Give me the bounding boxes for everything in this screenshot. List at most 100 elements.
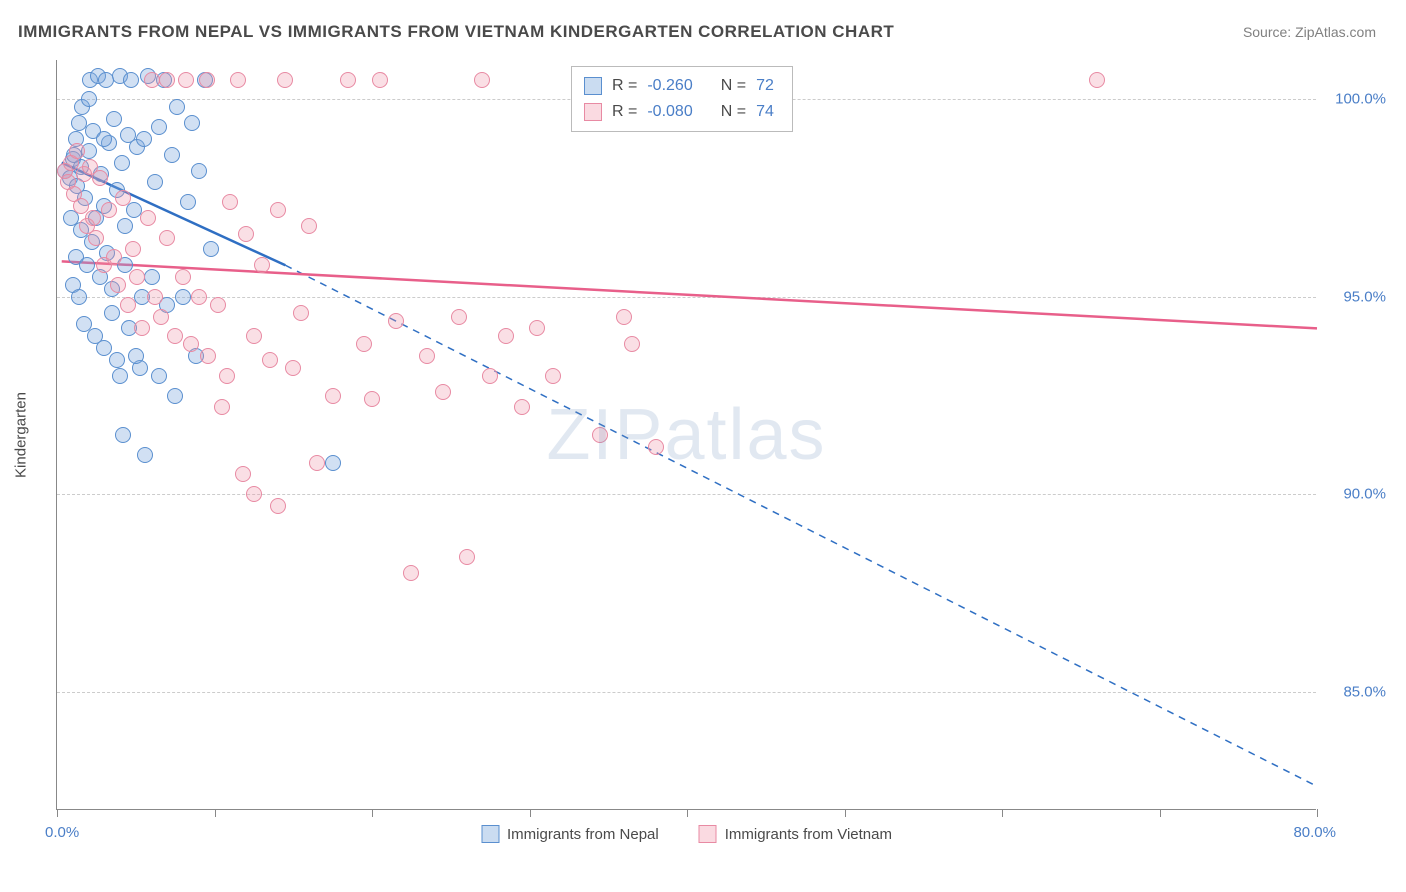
dot-vietnam	[120, 297, 136, 313]
dot-nepal	[114, 155, 130, 171]
dot-nepal	[180, 194, 196, 210]
dot-vietnam	[545, 368, 561, 384]
dot-nepal	[137, 447, 153, 463]
trend-line	[62, 261, 1317, 328]
dot-nepal	[164, 147, 180, 163]
dot-nepal	[71, 289, 87, 305]
dot-nepal	[104, 305, 120, 321]
dot-vietnam	[125, 241, 141, 257]
dot-nepal	[136, 131, 152, 147]
dot-vietnam	[129, 269, 145, 285]
swatch-nepal-icon	[584, 77, 602, 95]
dot-vietnam	[191, 289, 207, 305]
dot-vietnam	[498, 328, 514, 344]
swatch-vietnam-bottom-icon	[699, 825, 717, 843]
dot-vietnam	[238, 226, 254, 242]
r-label: R =	[612, 73, 637, 99]
dot-vietnam	[235, 466, 251, 482]
nepal-n-value: 72	[756, 73, 774, 99]
dot-nepal	[115, 427, 131, 443]
y-tick-label: 90.0%	[1343, 486, 1386, 503]
x-tick	[1317, 809, 1318, 817]
dot-vietnam	[183, 336, 199, 352]
dot-nepal	[123, 72, 139, 88]
dot-vietnam	[293, 305, 309, 321]
dot-vietnam	[115, 190, 131, 206]
vietnam-r-value: -0.080	[647, 99, 692, 125]
x-tick	[530, 809, 531, 817]
legend-row-vietnam: R = -0.080 N = 74	[584, 99, 774, 125]
dot-vietnam	[159, 72, 175, 88]
dot-vietnam	[210, 297, 226, 313]
dot-nepal	[325, 455, 341, 471]
dot-vietnam	[175, 269, 191, 285]
trend-lines	[57, 60, 1316, 809]
dot-vietnam	[246, 328, 262, 344]
dot-vietnam	[199, 72, 215, 88]
y-axis-title: Kindergarten	[13, 392, 30, 478]
nepal-r-value: -0.260	[647, 73, 692, 99]
dot-vietnam	[419, 348, 435, 364]
dot-vietnam	[1089, 72, 1105, 88]
dot-nepal	[144, 269, 160, 285]
legend-correlation-box: R = -0.260 N = 72 R = -0.080 N = 74	[571, 66, 793, 132]
dot-vietnam	[451, 309, 467, 325]
dot-nepal	[112, 368, 128, 384]
dot-vietnam	[246, 486, 262, 502]
swatch-nepal-bottom-icon	[481, 825, 499, 843]
dot-nepal	[147, 174, 163, 190]
dot-vietnam	[364, 391, 380, 407]
dot-vietnam	[92, 170, 108, 186]
n-label-2: N =	[721, 99, 746, 125]
legend-row-nepal: R = -0.260 N = 72	[584, 73, 774, 99]
x-tick	[1160, 809, 1161, 817]
x-tick	[1002, 809, 1003, 817]
x-max-label: 80.0%	[1293, 824, 1336, 841]
dot-vietnam	[482, 368, 498, 384]
dot-vietnam	[134, 320, 150, 336]
dot-nepal	[191, 163, 207, 179]
dot-vietnam	[277, 72, 293, 88]
dot-vietnam	[403, 565, 419, 581]
dot-vietnam	[219, 368, 235, 384]
dot-nepal	[151, 119, 167, 135]
dot-nepal	[169, 99, 185, 115]
dot-vietnam	[301, 218, 317, 234]
source-label: Source: ZipAtlas.com	[1243, 24, 1376, 40]
dot-vietnam	[285, 360, 301, 376]
dot-nepal	[128, 348, 144, 364]
n-label: N =	[721, 73, 746, 99]
dot-vietnam	[140, 210, 156, 226]
dot-vietnam	[214, 399, 230, 415]
dot-vietnam	[356, 336, 372, 352]
legend-vietnam-label: Immigrants from Vietnam	[725, 826, 892, 843]
r-label-2: R =	[612, 99, 637, 125]
dot-vietnam	[325, 388, 341, 404]
dot-vietnam	[147, 289, 163, 305]
dot-vietnam	[270, 498, 286, 514]
dot-vietnam	[262, 352, 278, 368]
dot-vietnam	[230, 72, 246, 88]
x-tick	[845, 809, 846, 817]
dot-vietnam	[178, 72, 194, 88]
dot-vietnam	[270, 202, 286, 218]
dot-vietnam	[222, 194, 238, 210]
dot-vietnam	[144, 72, 160, 88]
dot-vietnam	[88, 230, 104, 246]
x-origin-label: 0.0%	[45, 824, 79, 841]
x-tick	[215, 809, 216, 817]
y-tick-label: 100.0%	[1335, 91, 1386, 108]
legend-nepal-label: Immigrants from Nepal	[507, 826, 659, 843]
dot-vietnam	[254, 257, 270, 273]
dot-vietnam	[592, 427, 608, 443]
vietnam-n-value: 74	[756, 99, 774, 125]
dot-nepal	[203, 241, 219, 257]
dot-nepal	[71, 115, 87, 131]
dot-vietnam	[340, 72, 356, 88]
dot-vietnam	[372, 72, 388, 88]
dot-nepal	[184, 115, 200, 131]
dot-vietnam	[474, 72, 490, 88]
dot-nepal	[167, 388, 183, 404]
dot-vietnam	[529, 320, 545, 336]
dot-vietnam	[309, 455, 325, 471]
